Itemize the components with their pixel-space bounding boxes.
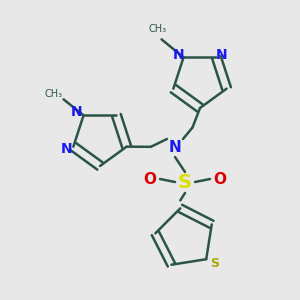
Text: N: N bbox=[61, 142, 72, 156]
Text: CH₃: CH₃ bbox=[148, 24, 166, 34]
Text: N: N bbox=[169, 140, 182, 154]
Text: O: O bbox=[214, 172, 226, 187]
Text: CH₃: CH₃ bbox=[44, 89, 63, 99]
Text: S: S bbox=[210, 257, 219, 270]
Text: N: N bbox=[216, 48, 227, 62]
Text: N: N bbox=[71, 105, 82, 119]
Text: N: N bbox=[173, 48, 184, 62]
Text: O: O bbox=[143, 172, 157, 187]
Text: S: S bbox=[178, 172, 192, 191]
